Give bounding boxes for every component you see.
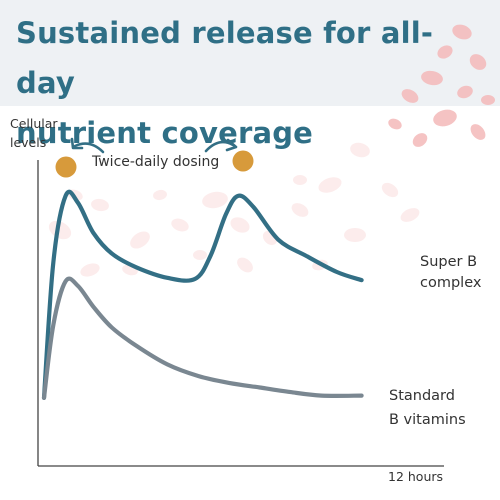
- blood-cell-shape: [130, 231, 150, 249]
- blood-cell-shape: [437, 45, 453, 59]
- series-label-super-b-line-2: complex: [420, 275, 482, 291]
- blood-cells-decoration: [48, 24, 495, 277]
- chart-title: Sustained release for all-day nutrient c…: [16, 8, 446, 158]
- blood-cell-shape: [293, 175, 307, 185]
- arrowhead-icon: [70, 137, 84, 150]
- blood-cell-shape: [481, 95, 495, 105]
- series-label-standard-line-2: B vitamins: [389, 412, 466, 428]
- blood-cell-shape: [291, 203, 309, 217]
- blood-cell-shape: [421, 70, 443, 86]
- blood-cell-shape: [237, 257, 253, 273]
- blood-cell-shape: [457, 85, 473, 99]
- chart-title-line-2: nutrient coverage: [16, 116, 314, 150]
- blood-cell-shape: [388, 118, 402, 130]
- chart-title-line-1: Sustained release for all-day: [16, 16, 434, 100]
- blood-cell-shape: [469, 54, 487, 70]
- y-axis-label-line-1: Cellular: [10, 116, 58, 131]
- pill-icon: [232, 150, 254, 172]
- blood-cell-shape: [193, 250, 207, 260]
- blood-cell-shape: [91, 198, 109, 212]
- blood-cell-shape: [48, 220, 72, 240]
- blood-cell-shape: [153, 189, 167, 201]
- blood-cell-shape: [401, 89, 419, 103]
- blood-cell-shape: [230, 217, 250, 233]
- title-banner: [0, 0, 500, 106]
- y-axis-label-line-2: levels: [10, 135, 46, 150]
- blood-cell-shape: [80, 263, 100, 277]
- arrowhead-icon: [225, 138, 238, 152]
- blood-cell-shape: [202, 191, 228, 209]
- dosing-annotation-label: Twice-daily dosing: [91, 154, 219, 170]
- blood-cell-shape: [412, 133, 428, 147]
- series-line-standard: [41, 276, 364, 400]
- series-label-super-b-line-1: Super B: [420, 254, 477, 270]
- blood-cell-shape: [171, 218, 189, 232]
- pill-icon: [55, 156, 77, 178]
- dosing-annotation: [55, 137, 254, 178]
- blood-cell-shape: [344, 228, 366, 242]
- x-tick-label: 12 hours: [388, 469, 443, 484]
- series-label-standard-line-1: Standard: [389, 388, 455, 404]
- blood-cell-shape: [400, 208, 420, 222]
- blood-cell-shape: [433, 109, 457, 127]
- blood-cell-shape: [318, 177, 342, 193]
- blood-cell-shape: [470, 124, 486, 140]
- blood-cell-shape: [350, 142, 370, 158]
- curved-arrow-icon: [73, 142, 105, 154]
- blood-cell-shape: [452, 24, 472, 40]
- blood-cell-shape: [381, 182, 399, 198]
- series-line-super-b: [41, 189, 364, 400]
